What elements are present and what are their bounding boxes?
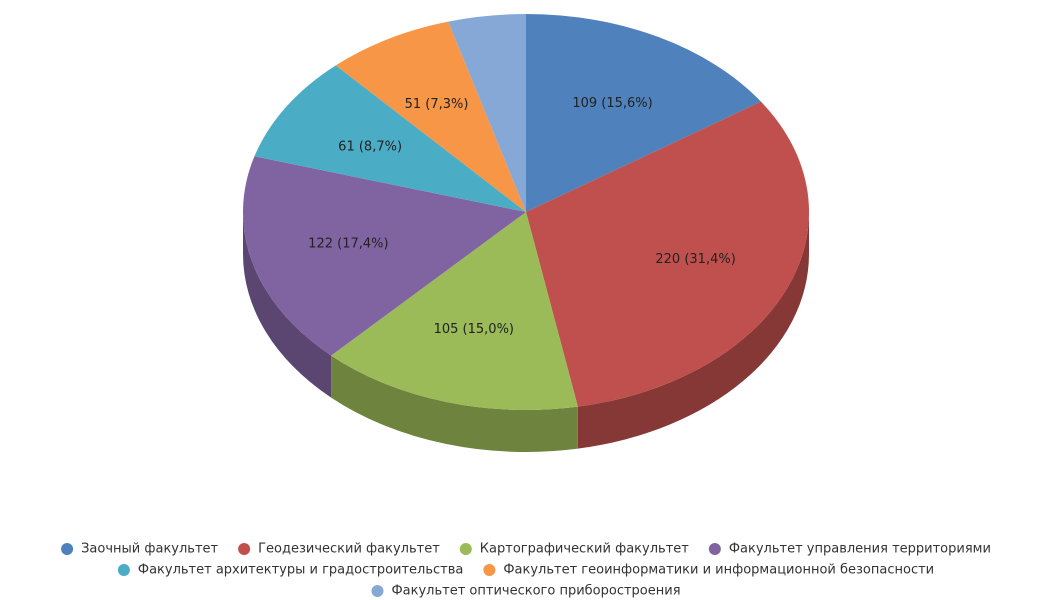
- legend-label: Факультет оптического приборостроения: [391, 584, 680, 599]
- slice: [242, 156, 526, 356]
- legend-marker: [371, 585, 384, 597]
- legend-marker: [708, 543, 721, 555]
- slice-side: [577, 212, 810, 449]
- data-label: 105 (15,0%): [434, 322, 514, 337]
- legend-label: Факультет геоинформатики и информационно…: [503, 563, 934, 578]
- legend-label: Факультет управления территориями: [729, 542, 991, 557]
- legend-marker: [238, 543, 251, 555]
- slice-side: [243, 212, 332, 398]
- data-label: 61 (8,7%): [338, 139, 402, 154]
- slice: [526, 101, 809, 407]
- legend-label: Картографический факультет: [480, 542, 689, 557]
- legend-label: Заочный факультет: [81, 542, 218, 557]
- legend-marker: [61, 543, 74, 555]
- slice: [526, 14, 761, 212]
- slice: [254, 65, 526, 212]
- slice-side: [331, 355, 578, 452]
- slice: [331, 212, 578, 410]
- legend-marker: [117, 564, 130, 576]
- data-label: 122 (17,4%): [308, 236, 388, 251]
- legend-label: Геодезический факультет: [258, 542, 440, 557]
- data-label: 51 (7,3%): [405, 97, 469, 112]
- slice: [448, 14, 526, 212]
- legend-label: Факультет архитектуры и градостроительст…: [138, 563, 463, 578]
- data-label: 109 (15,6%): [572, 96, 652, 111]
- data-label: 220 (31,4%): [655, 252, 735, 267]
- legend-marker: [459, 543, 472, 555]
- legend-marker: [483, 564, 496, 576]
- slice: [335, 21, 526, 213]
